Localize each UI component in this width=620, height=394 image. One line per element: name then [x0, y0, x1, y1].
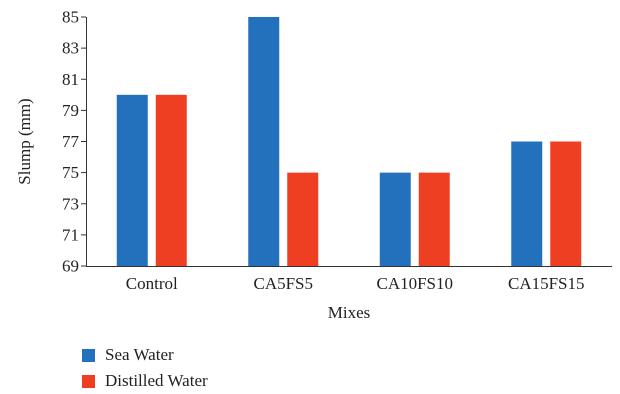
y-tick-label: 81	[62, 70, 79, 89]
x-axis-ticks: Control CA5FS5 CA10FS10 CA15FS15	[126, 274, 585, 293]
legend-label-distilled-water: Distilled Water	[105, 371, 208, 390]
y-tick-label: 73	[62, 194, 79, 213]
legend-item-sea-water: Sea Water	[82, 342, 208, 368]
bar-sea-water-ca5fs5	[248, 17, 280, 266]
y-tick-label: 71	[62, 225, 79, 244]
bars	[116, 17, 582, 266]
legend: Sea Water Distilled Water	[82, 342, 208, 394]
y-axis-ticks: 69 71 73 75 77 79 81 83 85	[62, 8, 86, 276]
y-tick-label: 79	[62, 101, 79, 120]
y-axis-title: Slump (mm)	[15, 98, 34, 184]
bar-distilled-water-ca15fs15	[550, 141, 582, 266]
y-tick-label: 75	[62, 163, 79, 182]
x-tick-label-ca15fs15: CA15FS15	[508, 274, 585, 293]
x-tick-label-ca5fs5: CA5FS5	[253, 274, 313, 293]
bar-chart: 69 71 73 75 77 79 81 83 85 Control CA5FS5 CA10FS10…	[15, 8, 612, 322]
legend-item-distilled-water: Distilled Water	[82, 368, 208, 394]
x-axis-title: Mixes	[328, 303, 371, 322]
legend-label-sea-water: Sea Water	[105, 345, 174, 364]
y-tick-label: 77	[62, 132, 80, 151]
bar-distilled-water-control	[155, 94, 187, 266]
x-tick-label-control: Control	[126, 274, 178, 293]
bar-sea-water-ca15fs15	[511, 141, 543, 266]
legend-swatch-sea-water	[82, 348, 95, 362]
y-tick-label: 85	[62, 8, 79, 27]
bar-sea-water-control	[116, 94, 148, 266]
y-tick-label: 69	[62, 257, 79, 276]
bar-sea-water-ca10fs10	[379, 172, 411, 266]
legend-swatch-distilled-water	[82, 374, 95, 388]
x-tick-label-ca10fs10: CA10FS10	[376, 274, 453, 293]
bar-distilled-water-ca5fs5	[287, 172, 319, 266]
y-tick-label: 83	[62, 39, 79, 58]
bar-distilled-water-ca10fs10	[418, 172, 450, 266]
